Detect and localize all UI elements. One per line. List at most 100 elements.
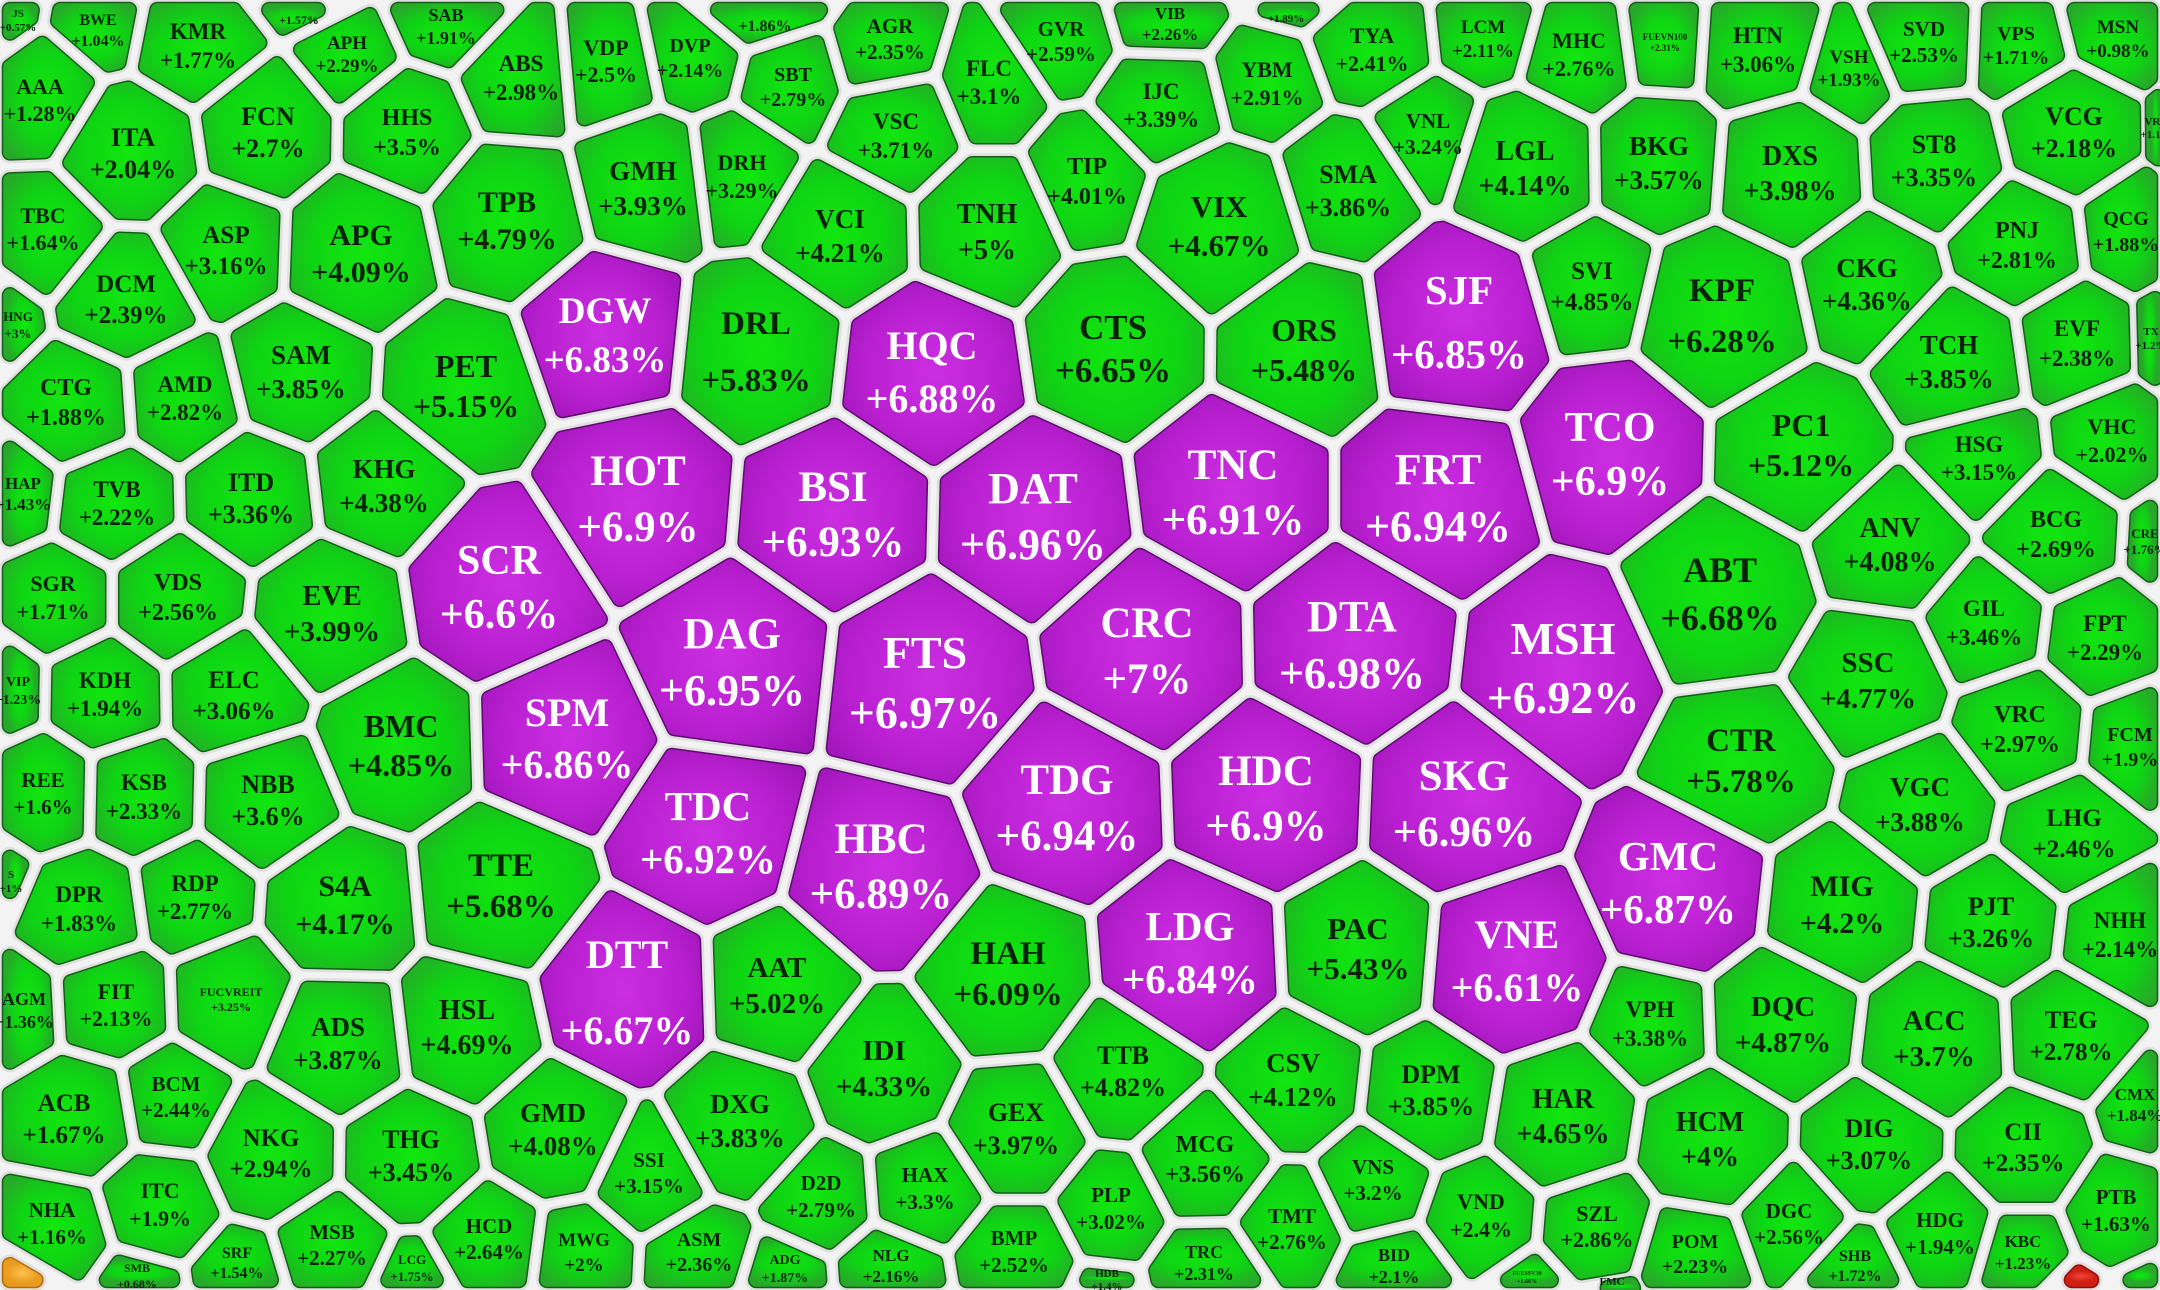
svg-text:GEX: GEX <box>988 1098 1045 1127</box>
svg-text:AAA: AAA <box>16 74 64 99</box>
svg-text:+3.99%: +3.99% <box>284 616 380 648</box>
svg-text:EVF: EVF <box>2054 316 2100 341</box>
svg-text:+1.87%: +1.87% <box>762 1271 808 1286</box>
svg-text:JS: JS <box>12 8 24 20</box>
svg-text:ADS: ADS <box>311 1012 365 1042</box>
svg-text:+2.56%: +2.56% <box>1754 1225 1824 1249</box>
svg-text:+3.29%: +3.29% <box>705 178 778 203</box>
svg-text:SVI: SVI <box>1571 258 1613 285</box>
svg-text:+4.12%: +4.12% <box>1248 1082 1338 1112</box>
svg-text:+1.28%: +1.28% <box>3 101 76 126</box>
svg-text:+3.85%: +3.85% <box>256 374 346 404</box>
svg-text:+1.88%: +1.88% <box>26 405 106 431</box>
svg-text:+2.39%: +2.39% <box>85 302 168 329</box>
svg-text:ELC: ELC <box>208 667 259 694</box>
svg-text:+4.69%: +4.69% <box>421 1030 514 1061</box>
svg-text:TYA: TYA <box>1350 23 1395 48</box>
svg-text:+2.31%: +2.31% <box>1650 43 1680 53</box>
svg-text:ITD: ITD <box>228 468 274 497</box>
svg-text:GMC: GMC <box>1618 833 1718 879</box>
svg-text:NBB: NBB <box>241 770 294 799</box>
svg-text:ASP: ASP <box>202 222 249 249</box>
svg-text:HAX: HAX <box>902 1163 949 1187</box>
svg-text:+5%: +5% <box>958 235 1016 266</box>
svg-text:FRT: FRT <box>1395 445 1481 494</box>
svg-text:VDP: VDP <box>583 35 628 60</box>
svg-text:+3.88%: +3.88% <box>1875 807 1965 837</box>
svg-text:SMB: SMB <box>124 1261 150 1275</box>
svg-text:+2.14%: +2.14% <box>657 60 723 82</box>
svg-text:+6.96%: +6.96% <box>960 520 1106 569</box>
svg-text:+2.29%: +2.29% <box>2067 640 2143 665</box>
svg-text:SAB: SAB <box>428 5 463 25</box>
svg-text:HTN: HTN <box>1733 23 1783 48</box>
svg-text:IJC: IJC <box>1142 79 1179 104</box>
svg-text:+4.77%: +4.77% <box>1820 683 1916 715</box>
svg-text:MSN: MSN <box>2097 17 2140 38</box>
svg-text:+3.02%: +3.02% <box>1076 1210 1146 1234</box>
svg-text:FMC: FMC <box>1599 1276 1624 1288</box>
svg-text:HCM: HCM <box>1676 1107 1744 1138</box>
svg-text:DVP: DVP <box>669 35 710 57</box>
svg-text:AAT: AAT <box>747 952 806 984</box>
svg-text:+1.89%: +1.89% <box>1268 13 1305 25</box>
svg-text:+6.92%: +6.92% <box>640 836 776 882</box>
svg-text:+6.93%: +6.93% <box>762 519 905 566</box>
svg-text:NKG: NKG <box>243 1125 300 1152</box>
svg-text:VCI: VCI <box>815 204 865 234</box>
svg-text:SRF: SRF <box>222 1245 252 1262</box>
svg-text:VCG: VCG <box>2045 102 2103 131</box>
svg-text:+5.15%: +5.15% <box>413 388 519 424</box>
svg-text:SVD: SVD <box>1903 17 1945 41</box>
svg-text:+6.95%: +6.95% <box>659 666 805 715</box>
svg-text:+1.6%: +1.6% <box>13 795 72 819</box>
svg-text:+2.53%: +2.53% <box>1889 43 1959 67</box>
svg-text:LDG: LDG <box>1146 903 1235 949</box>
svg-text:HHS: HHS <box>382 105 433 131</box>
svg-text:+2.11%: +2.11% <box>1452 41 1514 62</box>
svg-text:+3.35%: +3.35% <box>1891 163 1977 192</box>
svg-text:+2.7%: +2.7% <box>231 134 304 163</box>
svg-text:+1.93%: +1.93% <box>1817 70 1880 91</box>
svg-text:+4.2%: +4.2% <box>1800 907 1885 940</box>
svg-text:VIP: VIP <box>6 675 31 690</box>
svg-text:VIB: VIB <box>1155 4 1185 23</box>
svg-text:+6.97%: +6.97% <box>849 687 1002 738</box>
svg-text:+3.16%: +3.16% <box>185 253 268 280</box>
svg-text:+5.12%: +5.12% <box>1748 447 1854 483</box>
svg-text:+6.6%: +6.6% <box>440 592 558 638</box>
svg-text:TTE: TTE <box>468 848 534 884</box>
svg-text:+4.38%: +4.38% <box>339 488 429 518</box>
svg-text:+1.9%: +1.9% <box>129 1206 191 1231</box>
svg-text:+1.4%: +1.4% <box>1091 1281 1122 1290</box>
svg-text:DIG: DIG <box>1844 1114 1893 1143</box>
svg-text:+2.44%: +2.44% <box>141 1098 211 1122</box>
svg-text:VDS: VDS <box>154 570 202 596</box>
svg-text:+6.09%: +6.09% <box>953 977 1063 1013</box>
svg-text:+2.69%: +2.69% <box>2016 537 2096 563</box>
svg-text:+1.72%: +1.72% <box>1828 1268 1881 1285</box>
svg-text:+2%: +2% <box>564 1255 603 1276</box>
svg-text:HAH: HAH <box>970 936 1046 972</box>
svg-text:+3.1%: +3.1% <box>957 84 1022 109</box>
svg-text:+2.91%: +2.91% <box>1230 85 1303 110</box>
svg-text:DGC: DGC <box>1766 1199 1813 1223</box>
svg-text:ABT: ABT <box>1683 550 1757 590</box>
svg-text:+3.2%: +3.2% <box>1343 1181 1402 1205</box>
svg-text:CII: CII <box>2004 1119 2042 1146</box>
svg-text:+1.84%: +1.84% <box>2107 1106 2160 1125</box>
svg-text:+3.46%: +3.46% <box>1946 625 2022 650</box>
svg-text:VSC: VSC <box>873 109 919 134</box>
svg-text:+1.16%: +1.16% <box>17 1225 87 1249</box>
svg-text:VIX: VIX <box>1191 189 1248 224</box>
svg-text:TEG: TEG <box>2045 1007 2098 1034</box>
svg-text:+1.88%: +1.88% <box>2093 234 2159 256</box>
svg-text:TCO: TCO <box>1564 405 1655 451</box>
svg-text:SMA: SMA <box>1319 160 1377 189</box>
svg-text:+2.1%: +2.1% <box>1369 1267 1420 1287</box>
svg-text:TNH: TNH <box>957 199 1018 230</box>
svg-text:GMD: GMD <box>520 1098 586 1128</box>
svg-text:DXS: DXS <box>1762 141 1818 172</box>
svg-text:+4.09%: +4.09% <box>311 256 411 289</box>
svg-text:+2.82%: +2.82% <box>147 400 223 425</box>
